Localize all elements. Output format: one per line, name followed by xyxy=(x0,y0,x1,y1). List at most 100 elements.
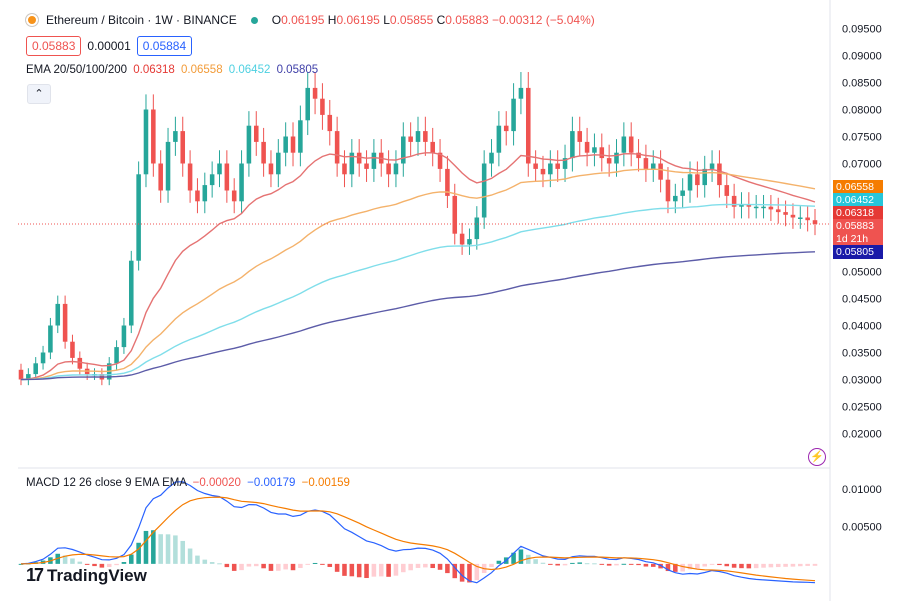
candle-body xyxy=(643,158,649,169)
candle-body xyxy=(570,131,575,159)
price-tick-label: 0.07000 xyxy=(842,159,882,171)
macd-legend[interactable]: MACD 12 26 close 9 EMA EMA −0.00020 −0.0… xyxy=(26,477,350,489)
candle-body xyxy=(636,152,641,159)
ema-line-50 xyxy=(20,168,816,381)
lightning-icon[interactable]: ⚡ xyxy=(808,448,826,466)
candle-body xyxy=(555,163,560,169)
macd-histogram-bar xyxy=(570,562,575,564)
macd-histogram-bar xyxy=(562,563,568,566)
macd-histogram-bar xyxy=(151,530,156,564)
macd-histogram-bar xyxy=(327,563,333,567)
price-tick-label: 0.02500 xyxy=(842,402,882,414)
candle-body xyxy=(239,163,244,202)
candle-body xyxy=(452,195,458,234)
collapse-legend-button[interactable]: ⌃ xyxy=(27,84,51,104)
macd-histogram-bar xyxy=(106,563,112,568)
macd-histogram-bar xyxy=(540,562,546,564)
ema-legend-label: EMA 20/50/100/200 xyxy=(26,64,128,76)
macd-histogram-bar xyxy=(305,563,311,565)
macd-histogram-bar xyxy=(342,563,347,576)
macd-histogram-bar xyxy=(805,563,810,566)
macd-histogram-bar xyxy=(783,563,788,567)
macd-histogram-bar xyxy=(746,563,752,569)
tradingview-mark-icon: 17 xyxy=(26,565,44,585)
candle-body xyxy=(356,152,362,164)
candle-body xyxy=(342,163,347,175)
macd-histogram-bar xyxy=(253,563,259,567)
sell-price-button[interactable]: 0.05883 xyxy=(26,36,82,56)
ema100-price-label: 0.06452 xyxy=(833,193,883,208)
candle-body xyxy=(489,152,494,164)
candle-body xyxy=(621,136,627,153)
symbol-title[interactable]: Ethereum / Bitcoin · 1W · BINANCE xyxy=(46,13,237,27)
macd-histogram-bar xyxy=(636,563,641,566)
candle-body xyxy=(386,163,391,175)
macd-histogram-bar xyxy=(621,563,627,565)
macd-histogram-bar xyxy=(378,563,384,577)
candle-body xyxy=(62,303,68,342)
macd-histogram-bar xyxy=(614,563,619,566)
candle-body xyxy=(173,131,178,142)
ema-line-200 xyxy=(20,251,816,381)
candle-body xyxy=(121,325,127,348)
candle-body xyxy=(724,185,730,196)
macd-histogram-bar xyxy=(165,534,171,564)
macd-histogram-bar xyxy=(739,563,744,569)
candle-body xyxy=(511,98,516,132)
candle-body xyxy=(40,352,46,364)
macd-histogram-bar xyxy=(92,563,97,567)
candle-body xyxy=(798,217,803,219)
macd-histogram-bar xyxy=(143,530,149,564)
macd-histogram-bar xyxy=(555,563,560,566)
macd-histogram-bar xyxy=(452,563,458,579)
macd-histogram-bar xyxy=(187,548,193,564)
macd-histogram-bar xyxy=(18,563,24,565)
candle-body xyxy=(209,174,215,186)
macd-line xyxy=(20,481,816,584)
macd-histogram-bar xyxy=(320,563,325,565)
macd-histogram-bar xyxy=(592,563,597,565)
candle-body xyxy=(665,179,671,202)
macd-histogram-bar xyxy=(276,563,281,571)
price-tick-label: 0.03500 xyxy=(842,348,882,360)
candle-body xyxy=(77,357,83,369)
candle-body xyxy=(481,163,487,218)
candle-body xyxy=(261,141,266,164)
macd-histogram-bar xyxy=(334,563,340,572)
ema200-price-label: 0.05805 xyxy=(833,245,883,260)
price-tick-label: 0.03000 xyxy=(842,375,882,387)
ema-line-20 xyxy=(20,152,816,381)
candle-body xyxy=(548,163,553,175)
macd-histogram-bar xyxy=(84,563,90,565)
macd-histogram-bar xyxy=(643,563,649,567)
candle-body xyxy=(371,152,377,169)
candle-body xyxy=(276,152,281,175)
macd-histogram-bar xyxy=(283,563,288,570)
macd-histogram-bar xyxy=(702,563,708,567)
macd-histogram-bar xyxy=(386,563,391,577)
candle-body xyxy=(217,163,222,175)
macd-histogram-bar xyxy=(445,563,450,574)
candle-body xyxy=(628,136,634,153)
price-tick-label: 0.04500 xyxy=(842,294,882,306)
candle-body xyxy=(305,87,311,121)
candle-body xyxy=(231,190,237,202)
ema100-value: 0.06452 xyxy=(228,64,271,76)
candle-body xyxy=(702,168,708,186)
candle-body xyxy=(430,141,435,153)
price-tick-label: 0.08000 xyxy=(842,105,882,117)
candle-body xyxy=(540,168,546,175)
candle-body xyxy=(334,131,340,164)
candle-body xyxy=(202,185,208,202)
price-change: −0.00312 (−5.04%) xyxy=(492,13,595,27)
macd-histogram-bar xyxy=(202,559,208,564)
ema-legend[interactable]: EMA 20/50/100/200 0.06318 0.06558 0.0645… xyxy=(26,64,318,76)
buy-price-button[interactable]: 0.05884 xyxy=(136,36,193,56)
macd-histogram-bar xyxy=(423,563,428,568)
candle-body xyxy=(518,87,524,99)
price-tick-label: 0.09000 xyxy=(842,51,882,63)
macd-histogram-bar xyxy=(709,563,715,565)
macd-histogram-bar xyxy=(628,563,634,565)
macd-histogram-bar xyxy=(812,563,818,566)
